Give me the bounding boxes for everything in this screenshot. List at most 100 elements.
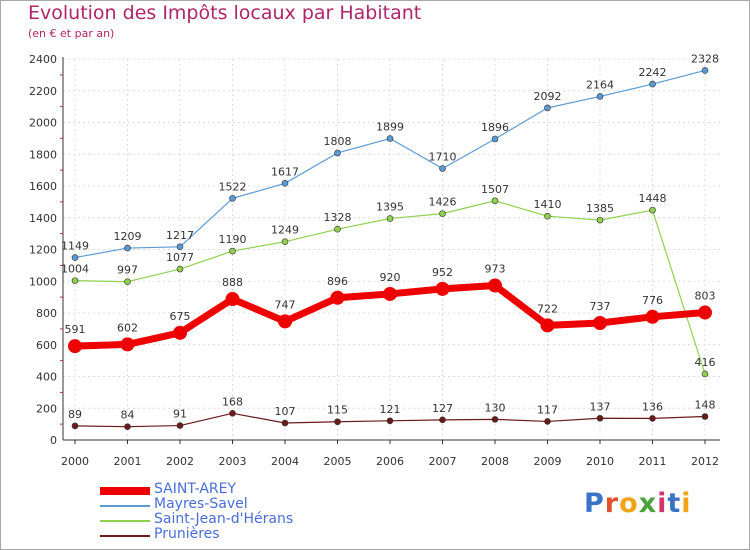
legend-swatch-prunieres <box>100 535 150 537</box>
x-tick-label-2008: 2008 <box>481 455 509 468</box>
y-tick-label-2400: 2400 <box>29 53 57 66</box>
y-tick-label-600: 600 <box>36 339 57 352</box>
data-point-mayres-savel-2003 <box>229 195 236 202</box>
data-label-saint-jean-d-herans-2001: 997 <box>117 264 138 277</box>
data-point-mayres-savel-2001 <box>124 244 131 252</box>
data-point-prunieres-2012 <box>701 413 709 420</box>
data-label-saint-jean-d-herans-2000: 1004 <box>61 263 89 276</box>
logo-letter: i <box>657 488 668 519</box>
chart-subtitle: (en € et par an) <box>28 27 115 40</box>
data-point-prunieres-2004 <box>281 419 289 427</box>
y-tick-label-1000: 1000 <box>29 275 57 288</box>
data-point-mayres-savel-2011 <box>649 80 656 88</box>
data-label-prunieres-2007: 127 <box>432 402 453 415</box>
y-tick-label-400: 400 <box>36 371 57 384</box>
series-saint-arey <box>68 278 712 354</box>
data-label-saint-arey-2010: 737 <box>590 300 611 313</box>
data-point-saint-jean-d-herans-2000 <box>71 277 79 284</box>
data-label-mayres-savel-2005: 1808 <box>324 135 352 148</box>
logo-letter: P <box>584 488 605 519</box>
y-tick-label-2200: 2200 <box>29 85 57 98</box>
data-point-saint-arey-2011 <box>645 309 660 324</box>
data-point-mayres-savel-2010 <box>596 93 604 100</box>
legend-label-saint-jean-d-herans: Saint-Jean-d'Hérans <box>154 511 294 527</box>
data-point-saint-arey-2005 <box>330 290 345 305</box>
y-axis-ticks: 0 200 400 600 800 1000 1200 1400 1600 1800 2000 220… <box>29 53 57 447</box>
data-label-mayres-savel-2012: 2328 <box>691 52 719 65</box>
data-label-saint-arey-2003: 888 <box>222 276 243 289</box>
legend-label-saint-arey: SAINT-AREY <box>154 481 237 497</box>
data-point-saint-arey-2004 <box>278 314 292 329</box>
logo-letter: t <box>667 488 682 519</box>
data-point-mayres-savel-2005 <box>334 149 341 157</box>
data-point-mayres-savel-2006 <box>386 135 394 142</box>
x-tick-label-2006: 2006 <box>376 455 404 468</box>
data-label-saint-arey-2006: 920 <box>380 271 401 284</box>
logo-letter: x <box>638 488 658 519</box>
data-label-saint-jean-d-herans-2002: 1077 <box>166 251 194 264</box>
series-layer <box>68 67 712 430</box>
data-label-mayres-savel-2008: 1896 <box>481 121 509 134</box>
data-label-saint-arey-2012: 803 <box>695 290 716 303</box>
data-point-mayres-savel-2012 <box>701 67 709 74</box>
y-tick-label-800: 800 <box>36 307 57 320</box>
data-label-prunieres-2003: 168 <box>222 395 243 408</box>
x-tick-label-2004: 2004 <box>271 455 299 468</box>
line-chart: 0 200 400 600 800 1000 1200 1400 1600 1800 2000 220… <box>29 52 720 468</box>
data-label-saint-arey-2004: 747 <box>275 298 296 311</box>
data-point-saint-jean-d-herans-2001 <box>124 278 131 286</box>
data-point-mayres-savel-2002 <box>176 243 184 251</box>
data-label-mayres-savel-2001: 1209 <box>114 230 142 243</box>
data-labels: 1149 1209 1217 1522 1617 1808 1899 1710 1896 2092… <box>61 52 719 421</box>
data-label-prunieres-2006: 121 <box>380 403 401 416</box>
data-label-mayres-savel-2007: 1710 <box>429 151 457 164</box>
logo-letter: r <box>604 488 620 519</box>
data-label-saint-jean-d-herans-2003: 1190 <box>219 233 247 246</box>
data-point-prunieres-2008 <box>491 416 499 423</box>
data-label-prunieres-2002: 91 <box>173 408 187 421</box>
data-point-saint-arey-2002 <box>173 325 187 340</box>
legend-label-prunieres: Prunières <box>154 526 220 542</box>
y-tick-label-200: 200 <box>36 402 57 415</box>
x-tick-label-2003: 2003 <box>219 455 247 468</box>
data-point-prunieres-2009 <box>544 418 551 425</box>
x-tick-label-2000: 2000 <box>61 455 89 468</box>
data-label-saint-jean-d-herans-2012: 416 <box>695 356 716 369</box>
data-label-saint-jean-d-herans-2009: 1410 <box>534 198 562 211</box>
y-tick-label-1200: 1200 <box>29 244 57 257</box>
data-point-saint-arey-2007 <box>435 281 450 296</box>
data-label-mayres-savel-2004: 1617 <box>271 165 299 178</box>
x-tick-label-2002: 2002 <box>166 455 194 468</box>
data-label-saint-arey-2002: 675 <box>170 310 191 323</box>
legend-label-mayres-savel: Mayres-Savel <box>154 496 248 512</box>
data-point-prunieres-2011 <box>649 415 656 422</box>
y-tick-label-1600: 1600 <box>29 180 57 193</box>
x-tick-label-2011: 2011 <box>639 455 667 468</box>
data-label-prunieres-2009: 117 <box>537 403 558 416</box>
x-tick-label-2010: 2010 <box>586 455 614 468</box>
data-label-saint-arey-2000: 591 <box>65 323 86 336</box>
data-label-saint-jean-d-herans-2008: 1507 <box>481 183 509 196</box>
data-point-prunieres-2007 <box>439 416 446 424</box>
data-label-mayres-savel-2009: 2092 <box>534 90 562 103</box>
data-label-prunieres-2012: 148 <box>695 399 716 412</box>
data-point-saint-jean-d-herans-2002 <box>176 265 184 273</box>
x-tick-label-2005: 2005 <box>324 455 352 468</box>
data-label-mayres-savel-2002: 1217 <box>166 229 194 242</box>
data-label-saint-jean-d-herans-2007: 1426 <box>429 196 457 209</box>
data-label-saint-jean-d-herans-2010: 1385 <box>586 202 614 215</box>
data-point-saint-arey-2006 <box>383 286 397 301</box>
logo-letter: o <box>619 488 639 519</box>
data-point-prunieres-2002 <box>176 422 184 429</box>
legend-swatch-saint-arey <box>100 487 150 495</box>
data-point-mayres-savel-2004 <box>281 180 289 187</box>
data-point-saint-jean-d-herans-2003 <box>229 247 236 255</box>
series-mayres-savel <box>71 67 709 261</box>
data-point-saint-jean-d-herans-2005 <box>334 225 341 233</box>
data-label-mayres-savel-2011: 2242 <box>639 66 667 79</box>
data-label-saint-jean-d-herans-2006: 1395 <box>376 201 404 214</box>
data-point-saint-arey-2000 <box>68 339 82 354</box>
data-point-prunieres-2003 <box>229 410 236 417</box>
data-point-saint-jean-d-herans-2010 <box>596 216 604 224</box>
